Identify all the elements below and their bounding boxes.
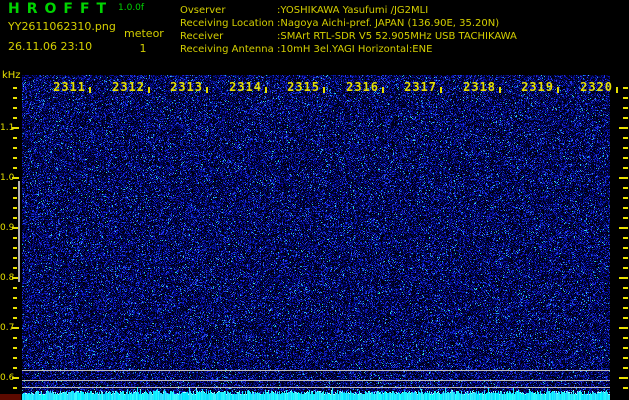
y-minor-tick-left — [13, 137, 17, 139]
y-minor-tick-left — [13, 87, 17, 89]
location-value: :Nagoya Aichi-pref. JAPAN (136.90E, 35.2… — [277, 18, 500, 29]
y-minor-tick-right — [623, 367, 628, 369]
y-minor-tick-left — [13, 307, 17, 309]
y-major-tick-left — [12, 377, 19, 379]
y-minor-tick-left — [13, 337, 17, 339]
station-info: Ovserver :YOSHIKAWA Yasufumi /JG2MLI Rec… — [180, 4, 626, 56]
y-minor-tick-right — [623, 237, 628, 239]
observation-datetime: 26.11.06 23:10 — [8, 40, 93, 53]
y-major-tick-right — [619, 327, 628, 329]
y-minor-tick-left — [13, 237, 17, 239]
y-minor-tick-left — [13, 367, 17, 369]
y-minor-tick-left — [13, 117, 17, 119]
y-tick-label: 1.1 — [0, 123, 15, 133]
y-minor-tick-left — [13, 317, 17, 319]
y-major-tick-right — [619, 127, 628, 129]
channel-count: 1 — [139, 42, 147, 55]
y-minor-tick-left — [13, 347, 17, 349]
output-filename: YY2611062310.png — [8, 20, 116, 33]
observer-label: Ovserver — [180, 5, 226, 16]
y-minor-tick-left — [13, 187, 17, 189]
y-minor-tick-right — [623, 297, 628, 299]
y-minor-tick-left — [13, 257, 17, 259]
y-tick-label: 0.8 — [0, 273, 15, 283]
y-minor-tick-right — [623, 317, 628, 319]
mode-label: meteor — [124, 27, 164, 40]
y-minor-tick-right — [623, 257, 628, 259]
receiver-value: :SMArt RTL-SDR V5 52.905MHz USB TACHIKAW… — [277, 31, 517, 42]
y-major-tick-right — [619, 227, 628, 229]
y-minor-tick-left — [13, 207, 17, 209]
observer-value: :YOSHIKAWA Yasufumi /JG2MLI — [277, 5, 429, 16]
y-tick-label: 1.0 — [0, 173, 15, 183]
y-minor-tick-right — [623, 337, 628, 339]
frequency-range-marker — [18, 181, 20, 282]
y-major-tick-left — [12, 177, 19, 179]
y-minor-tick-right — [623, 247, 628, 249]
info-row-observer: Ovserver :YOSHIKAWA Yasufumi /JG2MLI — [180, 4, 626, 17]
y-minor-tick-left — [13, 357, 17, 359]
y-minor-tick-right — [623, 187, 628, 189]
info-row-antenna: Receiving Antenna :10mH 3el.YAGI Horizon… — [180, 43, 626, 56]
y-minor-tick-left — [13, 387, 17, 389]
app-title: HROFFT — [8, 1, 114, 17]
bottom-left-corner-block — [0, 394, 21, 400]
y-minor-tick-right — [623, 157, 628, 159]
y-minor-tick-left — [13, 167, 17, 169]
y-minor-tick-right — [623, 167, 628, 169]
y-tick-label: 0.7 — [0, 323, 15, 333]
y-tick-label: 0.9 — [0, 223, 15, 233]
y-minor-tick-right — [623, 97, 628, 99]
y-minor-tick-left — [13, 97, 17, 99]
y-minor-tick-right — [623, 347, 628, 349]
time-tick — [616, 87, 618, 93]
y-minor-tick-right — [623, 87, 628, 89]
y-minor-tick-left — [13, 197, 17, 199]
y-minor-tick-right — [623, 137, 628, 139]
app-version: 1.0.0f — [118, 3, 145, 13]
y-minor-tick-left — [13, 267, 17, 269]
y-minor-tick-right — [623, 267, 628, 269]
antenna-label: Receiving Antenna — [180, 44, 274, 55]
y-major-tick-right — [619, 377, 628, 379]
y-minor-tick-right — [623, 357, 628, 359]
location-label: Receiving Location — [180, 18, 274, 29]
y-minor-tick-right — [623, 207, 628, 209]
y-minor-tick-right — [623, 117, 628, 119]
y-minor-tick-left — [13, 247, 17, 249]
y-minor-tick-left — [13, 147, 17, 149]
y-minor-tick-left — [13, 107, 17, 109]
y-minor-tick-right — [623, 217, 628, 219]
y-minor-tick-left — [13, 297, 17, 299]
y-minor-tick-left — [13, 157, 17, 159]
y-minor-tick-left — [13, 217, 17, 219]
info-row-location: Receiving Location :Nagoya Aichi-pref. J… — [180, 17, 626, 30]
y-major-tick-right — [619, 277, 628, 279]
y-minor-tick-right — [623, 387, 628, 389]
y-major-tick-right — [619, 177, 628, 179]
frequency-unit-label: kHz — [2, 70, 21, 81]
y-minor-tick-right — [623, 107, 628, 109]
antenna-value: :10mH 3el.YAGI Horizontal:ENE — [277, 44, 433, 55]
y-tick-label: 0.6 — [0, 373, 15, 383]
y-minor-tick-right — [623, 287, 628, 289]
y-minor-tick-right — [623, 307, 628, 309]
y-minor-tick-right — [623, 197, 628, 199]
y-major-tick-left — [12, 127, 19, 129]
spectrogram-canvas — [22, 75, 610, 400]
info-row-receiver: Receiver :SMArt RTL-SDR V5 52.905MHz USB… — [180, 30, 626, 43]
y-minor-tick-right — [623, 147, 628, 149]
receiver-label: Receiver — [180, 31, 224, 42]
y-major-tick-left — [12, 327, 19, 329]
y-minor-tick-left — [13, 287, 17, 289]
